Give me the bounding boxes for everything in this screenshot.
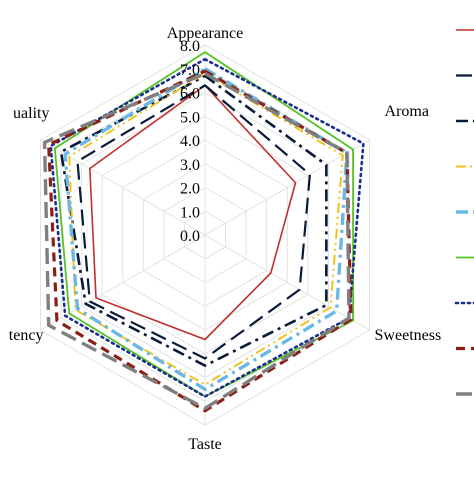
series-line-8 <box>47 69 353 413</box>
axis-spoke-2 <box>204 234 370 331</box>
radial-tick-label: 2.0 <box>180 181 200 198</box>
series-line-7 <box>49 57 365 398</box>
axis-spoke-5 <box>40 139 206 236</box>
axis-label-aroma: Aroma <box>385 103 429 120</box>
radial-tick-label: 0.0 <box>180 228 200 245</box>
radial-tick-label: 6.0 <box>180 86 200 103</box>
axis-label-appearance: Appearance <box>167 25 243 42</box>
series-line-2 <box>76 84 311 360</box>
series-line-4 <box>68 72 344 386</box>
radial-tick-label: 1.0 <box>180 204 200 221</box>
radial-tick-label: 3.0 <box>180 157 200 174</box>
axis-label-sweetness: Sweetness <box>375 327 442 344</box>
axis-label-consistency: tency <box>9 327 44 344</box>
radial-tick-label: 4.0 <box>180 133 200 150</box>
series-line-1 <box>89 84 297 341</box>
radial-tick-label: 7.0 <box>180 62 200 79</box>
axis-spoke-4 <box>40 234 206 331</box>
axis-label-overall-quality: uality <box>13 105 49 122</box>
series-line-9 <box>42 71 351 411</box>
series-line-3 <box>59 74 328 367</box>
series-line-5 <box>63 67 349 392</box>
axis-label-taste: Taste <box>188 436 222 453</box>
radial-tick-label: 8.0 <box>180 38 200 55</box>
radial-tick-label: 5.0 <box>180 109 200 126</box>
